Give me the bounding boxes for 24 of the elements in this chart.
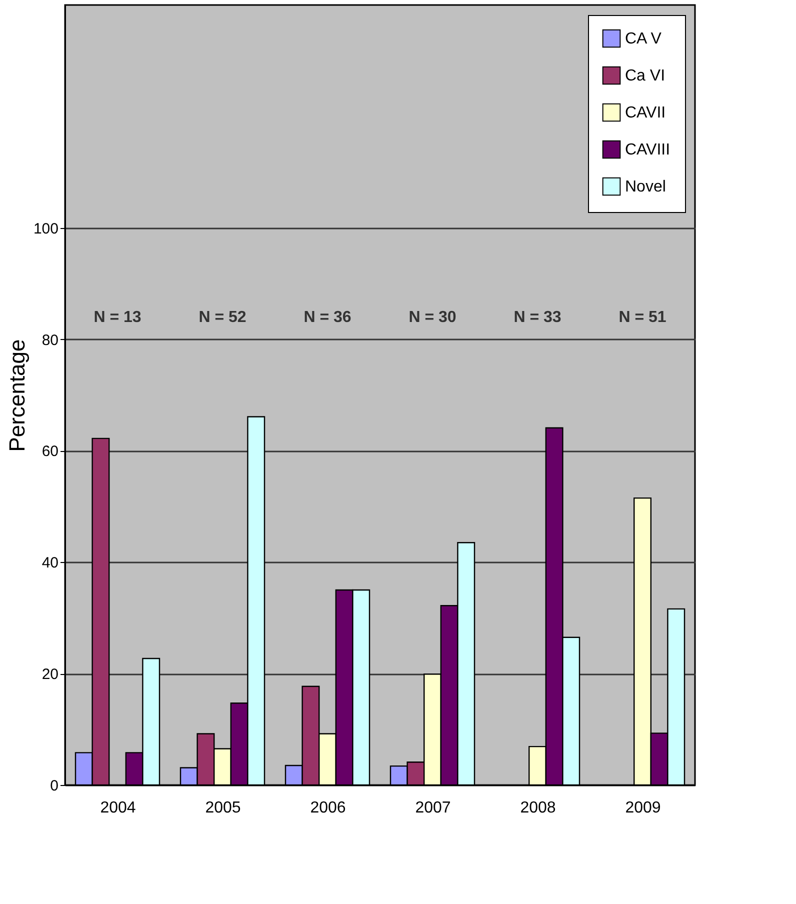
- annotation: N = 52: [198, 309, 246, 326]
- x-tick-label: 2009: [625, 800, 661, 816]
- legend-label: Novel: [625, 178, 666, 196]
- annotation: N = 30: [408, 309, 456, 326]
- x-tick-label: 2004: [100, 800, 136, 816]
- y-tick-label: 0: [50, 778, 58, 794]
- legend-label: Ca VI: [625, 68, 666, 84]
- x-tick-label: 2006: [310, 800, 346, 816]
- y-tick-label: 20: [42, 666, 58, 684]
- x-tick-label: 2008: [520, 800, 556, 816]
- legend-label: CAVII: [625, 104, 666, 122]
- legend-label: CAVIII: [625, 142, 670, 158]
- y-tick-label: 40: [42, 554, 58, 572]
- x-tick-label: 2007: [415, 800, 451, 816]
- y-axis-title: Percentage: [4, 339, 30, 452]
- y-tick-label: 60: [42, 443, 58, 460]
- legend-label: CA V: [625, 30, 662, 48]
- y-tick-label: 80: [42, 332, 58, 349]
- annotation: N = 36: [304, 309, 352, 326]
- x-tick-label: 2005: [205, 800, 241, 816]
- annotation: N = 13: [94, 309, 142, 326]
- annotation: N = 33: [514, 309, 562, 326]
- y-tick-label: 100: [33, 220, 58, 238]
- annotation: N = 51: [618, 309, 666, 326]
